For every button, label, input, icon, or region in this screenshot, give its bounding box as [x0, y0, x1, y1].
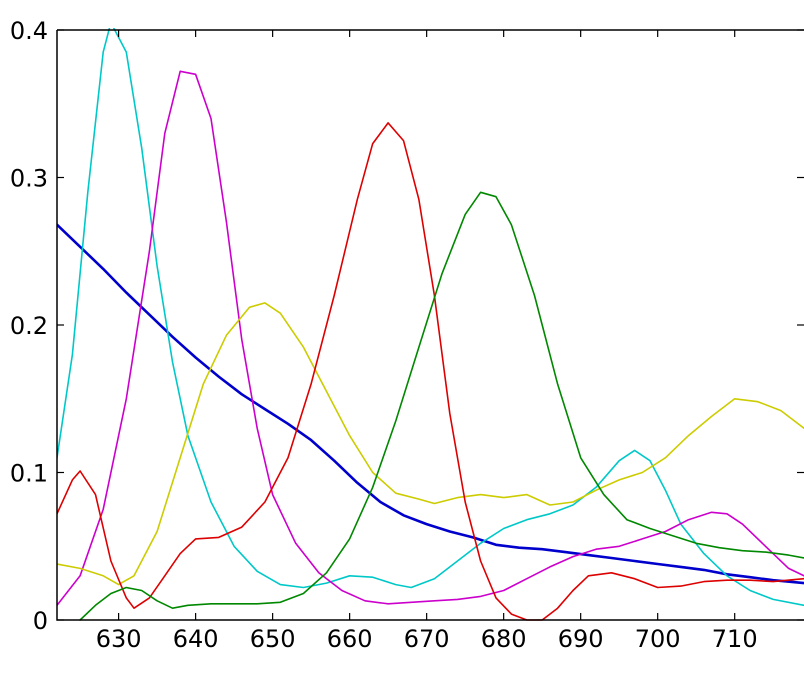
y-tick-label: 0.3	[10, 165, 48, 193]
series-layer	[57, 28, 804, 621]
y-tick-label: 0.1	[10, 460, 48, 488]
y-tick-label: 0	[33, 607, 48, 635]
x-tick-label: 630	[96, 625, 142, 653]
y-tick-label: 0.2	[10, 312, 48, 340]
series-line-5	[57, 122, 804, 621]
x-tick-label: 650	[250, 625, 296, 653]
y-tick-label: 0.4	[10, 17, 48, 45]
x-tick-label: 700	[635, 625, 681, 653]
x-tick-label: 680	[481, 625, 527, 653]
x-tick-label: 690	[558, 625, 604, 653]
series-line-2	[57, 28, 804, 607]
x-tick-label: 710	[712, 625, 758, 653]
x-tick-label: 660	[327, 625, 373, 653]
series-line-6	[79, 191, 804, 621]
series-line-3	[57, 70, 804, 607]
x-tick-label: 640	[173, 625, 219, 653]
ticks-layer: 630 640 650 660 670 680 690 700 710 0 0.1 0.2 0.3 0.4	[10, 17, 804, 653]
series-line-1	[57, 223, 804, 585]
x-tick-label: 670	[404, 625, 450, 653]
series-line-4	[57, 302, 804, 586]
